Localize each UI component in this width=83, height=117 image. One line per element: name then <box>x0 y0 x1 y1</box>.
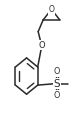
Text: S: S <box>54 79 60 89</box>
Text: O: O <box>38 41 45 49</box>
Text: O: O <box>49 5 54 14</box>
Text: O: O <box>54 68 60 76</box>
Text: O: O <box>54 91 60 100</box>
